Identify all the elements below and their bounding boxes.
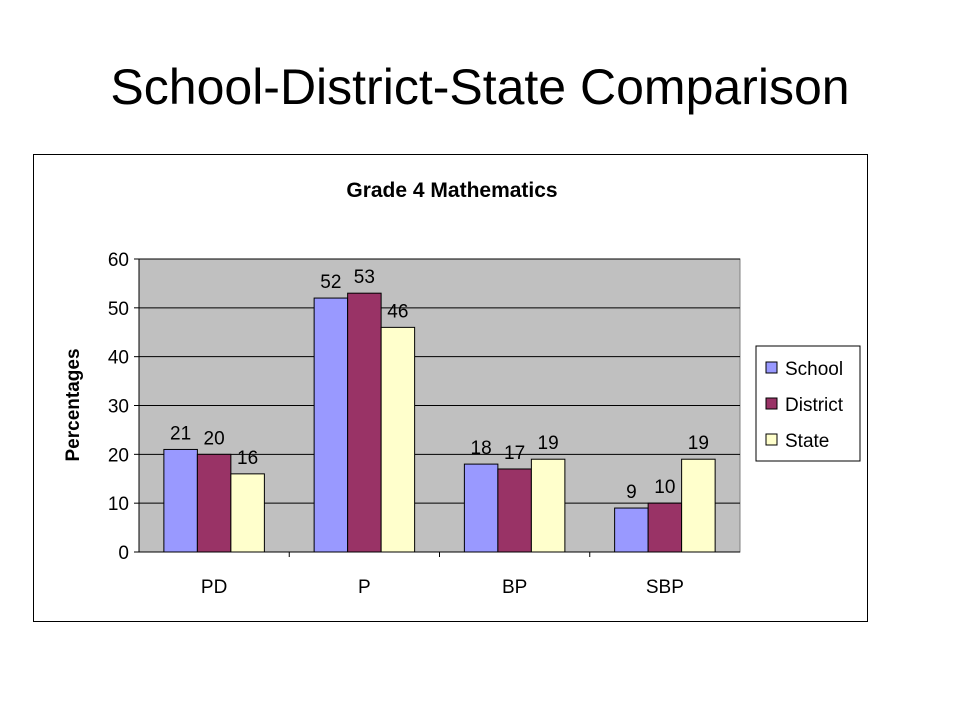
- bar-school-pd: [163, 448, 198, 553]
- legend-label-state: State: [785, 431, 829, 452]
- bar-state-p: [380, 326, 416, 553]
- chart-frame: Grade 4 Mathematics Percentages 0 10 20 30 4…: [33, 154, 868, 622]
- legend-swatch-school: [765, 361, 778, 374]
- bar-school-p: [313, 297, 349, 553]
- bar-state-pd: [230, 473, 265, 553]
- slide-title: School-District-State Comparison: [110, 59, 850, 115]
- chart-svg: Grade 4 Mathematics Percentages 0 10 20 30 4…: [63, 179, 861, 598]
- data-label: 10: [654, 477, 675, 498]
- x-tick-label: P: [358, 577, 371, 598]
- bar-district-sbp: [647, 502, 683, 553]
- y-tick-label: 0: [118, 543, 129, 564]
- y-tick-label: 30: [108, 397, 129, 418]
- data-label: 20: [204, 428, 225, 449]
- data-label: 9: [626, 482, 637, 503]
- data-label: 46: [387, 301, 408, 322]
- y-axis-label: Percentages: [63, 348, 84, 461]
- legend-label-district: District: [785, 395, 844, 416]
- bar-district-bp: [497, 468, 532, 553]
- data-label: 19: [688, 433, 709, 454]
- legend-swatch-district: [765, 397, 778, 410]
- y-tick-label: 60: [108, 250, 129, 271]
- data-label: 21: [170, 423, 191, 444]
- data-label: 17: [504, 443, 525, 464]
- legend: School District State: [755, 345, 861, 462]
- x-tick-label: SBP: [646, 577, 684, 598]
- bar-district-pd: [196, 453, 232, 553]
- y-tick-label: 10: [108, 494, 129, 515]
- data-label: 52: [320, 272, 341, 293]
- bar-school-sbp: [614, 507, 649, 553]
- legend-label-school: School: [785, 359, 843, 380]
- chart-title: Grade 4 Mathematics: [346, 179, 557, 202]
- bar-district-p: [347, 292, 382, 553]
- y-tick-label: 20: [108, 445, 129, 466]
- plot-layer: 0 10 20 30 40 50 60 21 20 16 PD 52 53 46 P 18 17 19 BP 9 10 1…: [108, 250, 741, 598]
- data-label: 19: [538, 433, 559, 454]
- bar-state-sbp: [681, 458, 716, 553]
- legend-swatch-state: [765, 433, 778, 446]
- y-tick-label: 50: [108, 299, 129, 320]
- bar-school-bp: [463, 463, 499, 553]
- data-label: 18: [471, 438, 492, 459]
- x-tick-label: PD: [201, 577, 227, 598]
- y-tick-label: 40: [108, 348, 129, 369]
- data-label: 16: [237, 448, 258, 469]
- data-label: 53: [354, 267, 375, 288]
- x-tick-label: BP: [502, 577, 527, 598]
- bar-state-bp: [530, 458, 566, 553]
